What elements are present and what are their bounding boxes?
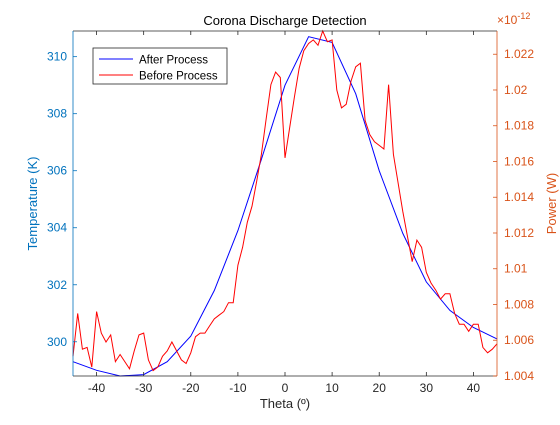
left-tick-label: 302 — [47, 278, 67, 292]
right-tick-label: 1.02 — [504, 83, 528, 97]
legend-box — [92, 47, 228, 85]
right-tick-label: 1.006 — [504, 333, 534, 347]
plot-area — [73, 31, 497, 376]
left-tick-label: 304 — [47, 221, 67, 235]
right-axis-ticks: 1.004 1.006 1.008 1.01 1.012 1.014 1.016 1.018 1… — [493, 47, 534, 383]
right-tick-label: 1.008 — [504, 297, 534, 311]
chart-title: Corona Discharge Detection — [203, 13, 366, 28]
right-tick-label: 1.016 — [504, 154, 534, 168]
right-axis-exponent-power: -12 — [517, 11, 530, 21]
left-axis-label: Temperature (K) — [25, 157, 40, 251]
x-tick-label: 40 — [467, 381, 481, 395]
x-tick-label: 10 — [325, 381, 339, 395]
left-tick-label: 310 — [47, 50, 67, 64]
right-tick-label: 1.022 — [504, 47, 534, 61]
right-tick-label: 1.014 — [504, 190, 534, 204]
right-tick-label: 1.018 — [504, 119, 534, 133]
x-tick-label: -10 — [229, 381, 247, 395]
left-tick-label: 300 — [47, 335, 67, 349]
left-tick-label: 308 — [47, 107, 67, 121]
x-tick-label: -20 — [182, 381, 200, 395]
right-axis-label: Power (W) — [544, 173, 559, 234]
x-axis-ticks: -40 -30 -20 -10 0 10 20 30 40 — [88, 31, 481, 395]
right-tick-label: 1.01 — [504, 262, 528, 276]
x-tick-label: 30 — [420, 381, 434, 395]
legend-label-before-process: Before Process — [139, 71, 218, 83]
x-axis-label: Theta (º) — [260, 396, 310, 411]
x-tick-label: 0 — [282, 381, 289, 395]
x-tick-label: -30 — [135, 381, 153, 395]
series-line-before-process — [72, 29, 498, 372]
right-tick-label: 1.004 — [504, 369, 534, 383]
right-axis-exponent: ×10-12 — [497, 11, 530, 27]
right-axis-exponent-base: ×10 — [497, 13, 518, 27]
x-tick-label: 20 — [373, 381, 387, 395]
legend-label-after-process: After Process — [139, 55, 208, 67]
left-axis-ticks: 300 302 304 306 308 310 — [47, 50, 77, 349]
x-tick-label: -40 — [88, 381, 106, 395]
right-tick-label: 1.012 — [504, 226, 534, 240]
legend: After Process Before Process — [92, 47, 228, 85]
left-tick-label: 306 — [47, 164, 67, 178]
